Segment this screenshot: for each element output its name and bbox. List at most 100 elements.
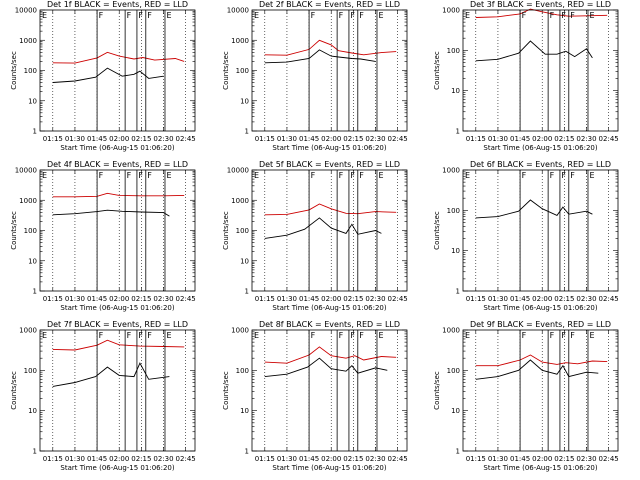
- state-marker-label: F: [138, 171, 143, 180]
- x-tick-label: 02:00: [532, 135, 552, 143]
- state-marker-label: F: [311, 171, 316, 180]
- series-line-events: [475, 40, 593, 62]
- plot-frame: [462, 169, 619, 292]
- x-tick-label: 01:15: [43, 455, 63, 463]
- x-tick-label: 02:30: [153, 295, 173, 303]
- y-axis-label: Counts/sec: [433, 371, 441, 410]
- state-marker-label: E: [465, 11, 470, 20]
- x-tick-label: 02:30: [576, 135, 596, 143]
- y-axis-label: Counts/sec: [433, 51, 441, 90]
- state-marker-label: F: [561, 11, 566, 20]
- x-tick-label: 02:30: [365, 135, 385, 143]
- y-tick-label: 1: [456, 288, 460, 296]
- state-marker-label: F: [127, 171, 132, 180]
- x-tick-label: 02:45: [599, 135, 619, 143]
- plot-frame: [251, 9, 408, 132]
- state-marker-label: E: [166, 331, 171, 340]
- detector-panel-8: Det 8f BLACK = Events, RED = LLD 1 10 100 10…: [222, 320, 408, 472]
- y-tick-label: 100: [24, 367, 37, 375]
- x-tick-label: 01:30: [488, 455, 508, 463]
- x-tick-label: 01:45: [87, 135, 107, 143]
- state-marker-label: F: [99, 331, 104, 340]
- series-line-lld: [52, 192, 185, 198]
- x-tick-label: 02:45: [599, 455, 619, 463]
- series-line-events: [475, 359, 599, 380]
- state-marker-label: F: [127, 331, 132, 340]
- series-line-events: [52, 209, 170, 217]
- x-tick-label: 01:30: [65, 135, 85, 143]
- state-marker-label: F: [99, 11, 104, 20]
- panel-title: Det 9f BLACK = Events, RED = LLD: [470, 320, 611, 329]
- y-tick-label: 10000: [227, 167, 249, 175]
- state-marker-label: F: [570, 331, 575, 340]
- y-axis-label: Counts/sec: [433, 211, 441, 250]
- y-tick-label: 1000: [231, 197, 249, 205]
- detector-panel-6: Det 6f BLACK = Events, RED = LLD 1 10 100 10…: [433, 160, 619, 312]
- x-tick-label: 01:15: [466, 295, 486, 303]
- y-tick-label: 10: [240, 97, 249, 105]
- state-marker-label: E: [378, 171, 383, 180]
- x-axis-label: Start Time (06-Aug-15 01:06:20): [60, 304, 174, 312]
- state-marker-label: F: [138, 11, 143, 20]
- y-tick-label: 1000: [231, 37, 249, 45]
- state-marker-label: F: [147, 331, 152, 340]
- x-axis-label: Start Time (06-Aug-15 01:06:20): [272, 464, 386, 472]
- x-tick-label: 01:15: [255, 455, 275, 463]
- y-tick-label: 1000: [19, 197, 37, 205]
- x-tick-label: 02:15: [554, 455, 574, 463]
- y-tick-label: 10: [28, 407, 37, 415]
- x-tick-label: 02:00: [109, 295, 129, 303]
- state-marker-label: F: [522, 171, 527, 180]
- x-axis-label: Start Time (06-Aug-15 01:06:20): [60, 464, 174, 472]
- y-tick-label: 1000: [231, 327, 249, 335]
- y-tick-label: 100: [236, 67, 249, 75]
- state-marker-label: F: [339, 11, 344, 20]
- state-marker-label: F: [359, 171, 364, 180]
- plot-frame: [251, 169, 408, 292]
- x-tick-label: 01:45: [299, 455, 319, 463]
- state-marker-label: E: [166, 11, 171, 20]
- plot-frame: [39, 169, 196, 292]
- x-tick-label: 01:30: [277, 135, 297, 143]
- series-line-lld: [52, 339, 185, 351]
- y-tick-label: 1000: [442, 167, 460, 175]
- panel-title: Det 6f BLACK = Events, RED = LLD: [470, 160, 611, 169]
- y-tick-label: 10000: [15, 7, 37, 15]
- x-tick-label: 01:30: [65, 455, 85, 463]
- x-tick-label: 01:45: [87, 295, 107, 303]
- x-tick-label: 01:45: [87, 455, 107, 463]
- x-tick-label: 01:30: [488, 295, 508, 303]
- y-tick-label: 10: [240, 257, 249, 265]
- plot-frame: [462, 9, 619, 132]
- x-tick-label: 01:30: [65, 295, 85, 303]
- y-axis-label: Counts/sec: [222, 211, 230, 250]
- series-line-lld: [475, 8, 608, 18]
- x-tick-label: 01:45: [510, 295, 530, 303]
- x-tick-label: 02:45: [388, 295, 408, 303]
- x-tick-label: 02:45: [599, 295, 619, 303]
- detector-panel-9: Det 9f BLACK = Events, RED = LLD 1 10 100 10…: [433, 320, 619, 472]
- series-line-events: [52, 362, 170, 387]
- y-axis-label: Counts/sec: [10, 51, 18, 90]
- series-line-lld: [264, 203, 397, 216]
- state-marker-label: E: [589, 171, 594, 180]
- x-tick-label: 02:30: [576, 455, 596, 463]
- series-line-lld: [475, 354, 608, 367]
- y-tick-label: 100: [236, 367, 249, 375]
- state-marker-label: E: [465, 331, 470, 340]
- y-tick-label: 1: [33, 128, 37, 136]
- series-line-events: [52, 67, 164, 83]
- state-marker-label: E: [254, 11, 259, 20]
- y-tick-label: 1000: [442, 327, 460, 335]
- state-marker-label: F: [561, 171, 566, 180]
- state-marker-label: F: [350, 171, 355, 180]
- x-tick-label: 02:15: [343, 135, 363, 143]
- state-marker-label: E: [254, 171, 259, 180]
- x-tick-label: 02:30: [153, 135, 173, 143]
- series-line-lld: [52, 51, 185, 64]
- series-line-events: [264, 217, 382, 239]
- detector-panel-7: Det 7f BLACK = Events, RED = LLD 1 10 100 10…: [10, 320, 196, 472]
- y-axis-label: Counts/sec: [222, 51, 230, 90]
- state-marker-label: E: [254, 331, 259, 340]
